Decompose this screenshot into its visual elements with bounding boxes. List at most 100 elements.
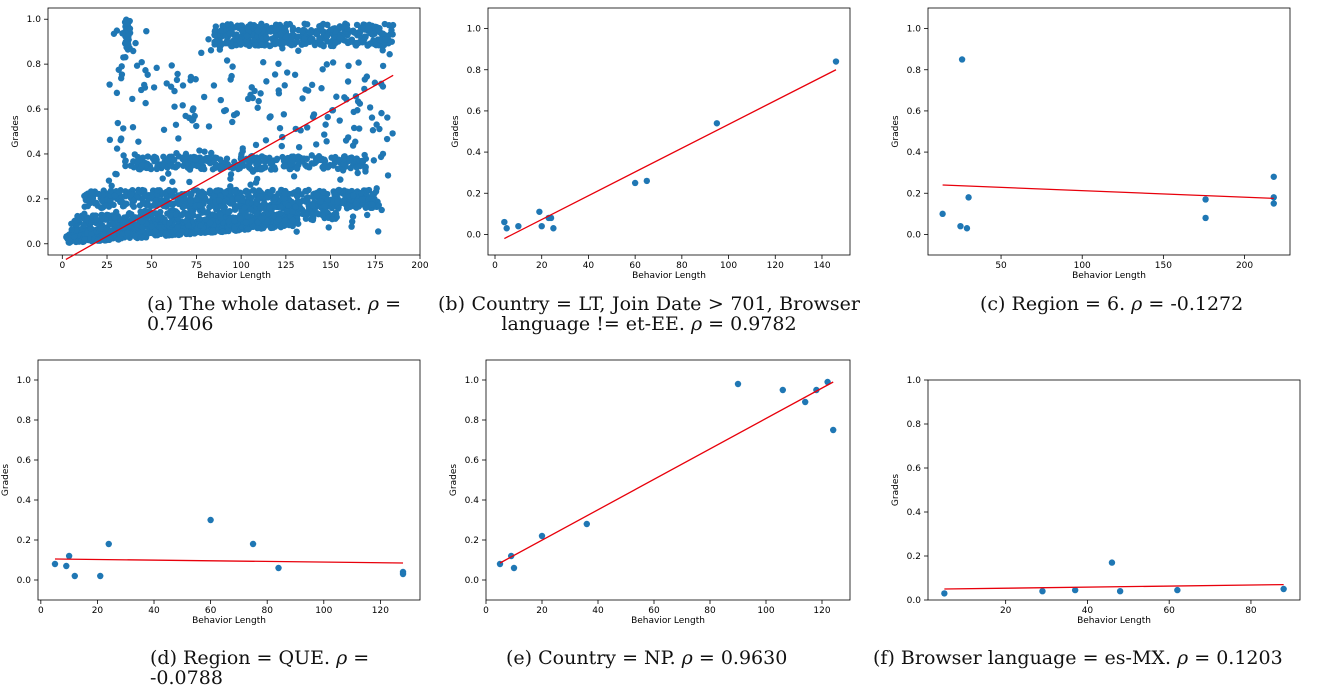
y-tick-label: 0.4 xyxy=(27,150,42,160)
data-point xyxy=(120,152,127,159)
data-point xyxy=(245,191,252,199)
data-point xyxy=(281,158,288,165)
data-point xyxy=(386,51,393,58)
data-point xyxy=(257,204,264,211)
data-point xyxy=(192,156,200,163)
data-point xyxy=(125,41,132,49)
data-point xyxy=(80,221,88,229)
data-point xyxy=(319,42,327,49)
data-point xyxy=(356,162,364,170)
data-point xyxy=(189,106,196,114)
data-point xyxy=(281,24,288,32)
data-point xyxy=(110,30,118,37)
data-point xyxy=(399,570,407,578)
data-point xyxy=(308,81,316,89)
data-point xyxy=(291,71,299,78)
x-tick-label: 60 xyxy=(648,606,660,616)
data-point xyxy=(172,121,180,128)
data-point xyxy=(354,107,361,114)
data-point xyxy=(550,225,557,232)
data-point xyxy=(333,93,340,100)
x-tick-label: 100 xyxy=(315,606,332,616)
y-tick-label: 0.6 xyxy=(907,464,922,474)
data-point xyxy=(204,208,211,216)
data-point xyxy=(258,215,266,222)
caption-metric: 0.7406 xyxy=(147,313,214,335)
caption-text: Country = LT, Join Date > 701, Browser l… xyxy=(471,293,860,335)
x-tick-label: 50 xyxy=(995,261,1007,271)
data-point xyxy=(113,89,121,97)
data-point xyxy=(223,57,231,64)
x-tick-label: 50 xyxy=(146,261,158,271)
data-point xyxy=(267,224,275,232)
data-point xyxy=(159,175,166,182)
x-tick-label: 140 xyxy=(813,261,830,271)
data-point xyxy=(122,200,129,207)
data-point xyxy=(252,141,260,149)
y-tick-label: 0.6 xyxy=(465,456,480,466)
data-point xyxy=(175,200,183,208)
data-point xyxy=(272,37,280,44)
data-point xyxy=(249,94,256,102)
data-point xyxy=(319,66,326,73)
data-point xyxy=(330,162,337,169)
y-tick-label: 0.4 xyxy=(907,508,922,518)
data-point xyxy=(178,211,186,219)
data-point xyxy=(252,42,259,49)
y-tick-label: 0.2 xyxy=(465,536,479,546)
y-tick-label: 0.8 xyxy=(465,416,480,426)
y-tick-label: 0.0 xyxy=(907,230,922,240)
data-point xyxy=(309,113,317,121)
x-tick-label: 80 xyxy=(1245,606,1257,616)
data-point xyxy=(295,220,302,227)
data-point xyxy=(515,222,522,230)
data-point xyxy=(313,210,321,217)
data-point xyxy=(179,102,186,109)
caption-label: (f) xyxy=(873,647,895,669)
data-point xyxy=(249,168,257,175)
y-tick-label: 1.0 xyxy=(465,376,480,386)
data-point xyxy=(207,47,215,54)
data-point xyxy=(231,217,238,224)
data-point xyxy=(349,213,357,220)
data-point xyxy=(166,212,174,219)
data-point xyxy=(195,213,202,220)
y-tick-label: 1.0 xyxy=(27,15,42,25)
x-tick-label: 80 xyxy=(261,606,273,616)
data-point xyxy=(305,194,312,201)
data-point xyxy=(356,125,363,132)
data-point xyxy=(141,81,148,89)
data-point xyxy=(198,192,205,200)
caption-metric: -0.0788 xyxy=(150,667,223,689)
data-point xyxy=(168,62,175,69)
data-point xyxy=(165,170,172,177)
data-point xyxy=(830,426,837,434)
data-point xyxy=(361,151,368,159)
x-tick-label: 125 xyxy=(277,261,294,271)
data-point xyxy=(129,201,136,209)
data-point xyxy=(323,61,331,68)
data-point xyxy=(375,201,383,209)
data-point xyxy=(939,210,946,218)
data-point xyxy=(296,199,304,207)
data-point xyxy=(188,191,195,198)
x-tick-label: 25 xyxy=(101,261,112,271)
data-point xyxy=(384,114,391,121)
data-point xyxy=(271,195,279,203)
x-tick-label: 120 xyxy=(813,606,830,616)
data-point xyxy=(389,31,396,38)
data-point xyxy=(137,208,144,215)
data-point xyxy=(298,41,305,48)
data-point xyxy=(81,210,88,217)
data-point xyxy=(317,156,324,164)
data-point xyxy=(295,153,302,160)
data-point xyxy=(362,33,369,40)
data-point xyxy=(1108,559,1116,566)
panel-b: 0 20 40 60 80 100 120 140 0.0 0.2 0.4 0.6 0.8 1.0 Beha… xyxy=(438,0,870,345)
data-point xyxy=(142,99,149,107)
data-point xyxy=(288,37,295,44)
data-point xyxy=(224,21,231,28)
data-point xyxy=(257,166,264,173)
data-point xyxy=(318,85,325,92)
data-point xyxy=(362,163,369,171)
